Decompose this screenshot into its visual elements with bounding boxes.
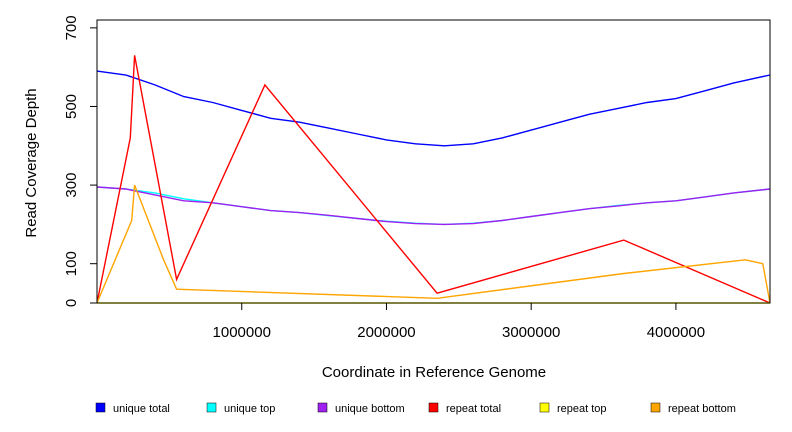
y-tick-label: 100 (63, 251, 80, 276)
x-axis-label: Coordinate in Reference Genome (322, 364, 546, 381)
legend-swatch (428, 402, 439, 413)
y-tick-label: 0 (63, 299, 80, 307)
x-tick-label: 2000000 (357, 324, 415, 341)
legend-item: unique bottom (317, 402, 405, 415)
legend-swatch (206, 402, 217, 413)
legend-item: repeat top (539, 402, 607, 415)
legend-item: unique top (206, 402, 275, 415)
y-tick-label: 700 (63, 15, 80, 40)
legend-swatch (317, 402, 328, 413)
x-tick-label: 4000000 (647, 324, 705, 341)
axes: 1000000 2000000 3000000 4000000 0 100 300 500 70… (63, 15, 705, 341)
legend-label: repeat bottom (668, 403, 736, 415)
x-tick-label: 1000000 (213, 324, 271, 341)
legend-label: repeat total (446, 403, 501, 415)
y-tick-label: 500 (63, 94, 80, 119)
x-tick-label: 3000000 (502, 324, 560, 341)
y-axis-label: Read Coverage Depth (23, 88, 40, 237)
legend-swatch (650, 402, 661, 413)
series-line-repeat-total (96, 55, 771, 304)
series-line-unique-total (96, 70, 771, 147)
legend-label: unique total (113, 403, 170, 415)
legend: unique total unique top unique bottom repea… (95, 402, 736, 415)
y-tick-label: 300 (63, 173, 80, 198)
legend-swatch (95, 402, 106, 413)
series-line-unique-top (96, 186, 771, 226)
legend-label: unique top (224, 403, 275, 415)
legend-swatch (539, 402, 550, 413)
series-line-unique-bottom (96, 186, 771, 226)
legend-item: unique total (95, 402, 170, 415)
plot-area (96, 55, 771, 304)
series-line-repeat-bottom (96, 184, 771, 304)
legend-label: repeat top (557, 403, 607, 415)
plot-frame (96, 19, 771, 304)
legend-label: unique bottom (335, 403, 405, 415)
legend-item: repeat bottom (650, 402, 736, 415)
legend-item: repeat total (428, 402, 501, 415)
